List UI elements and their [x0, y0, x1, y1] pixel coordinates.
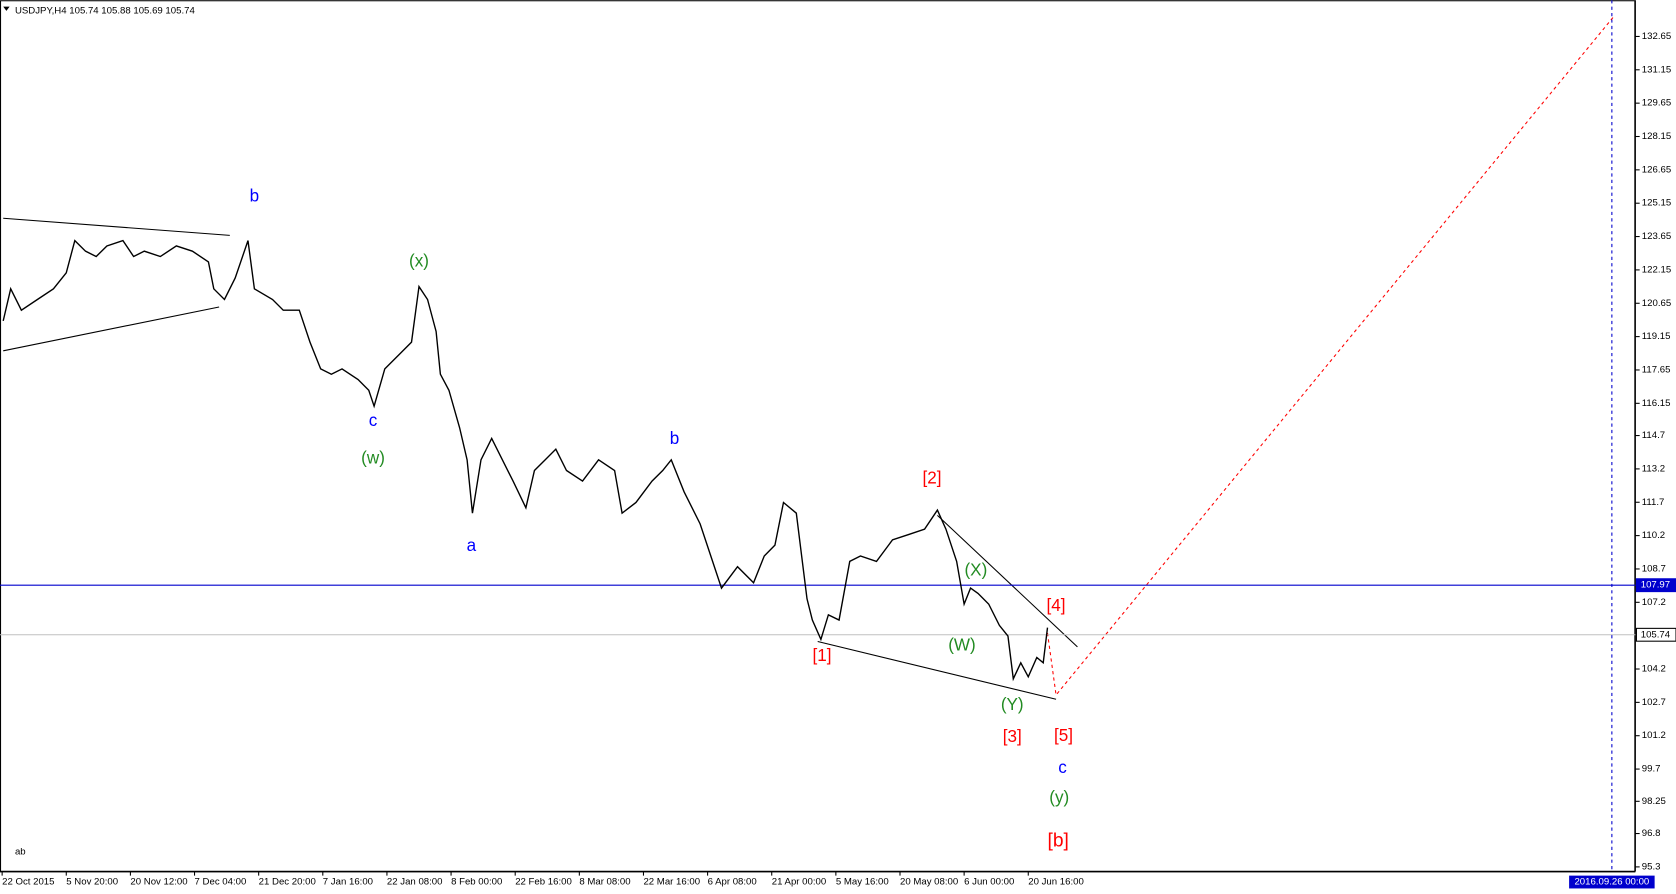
y-tick-label: 101.2: [1642, 730, 1666, 741]
y-tick-label: 128.15: [1642, 131, 1671, 142]
time-label: 2016.09.26 00:00: [1574, 877, 1649, 888]
wave-label: [3]: [1003, 727, 1022, 746]
price-label-box: [1635, 627, 1676, 642]
trend-line: [3, 217, 230, 236]
x-tick-label: 6 Apr 08:00: [708, 877, 757, 888]
wave-label: [2]: [923, 469, 942, 488]
price-label: 105.74: [1641, 629, 1671, 640]
corner-text: ab: [15, 847, 26, 858]
x-tick-label: 22 Oct 2015: [2, 877, 54, 888]
trend-line: [817, 641, 1057, 700]
y-tick-label: 125.15: [1642, 198, 1671, 209]
wave-label: a: [467, 536, 477, 555]
wave-label: [4]: [1047, 596, 1066, 615]
y-tick-label: 111.7: [1642, 497, 1665, 508]
y-tick-label: 110.2: [1642, 530, 1665, 541]
x-tick-label: 20 Nov 12:00: [130, 877, 187, 888]
wave-label: (w): [361, 448, 385, 467]
x-tick-label: 21 Apr 00:00: [772, 877, 826, 888]
menu-arrow: [3, 6, 10, 11]
y-tick-label: 95.3: [1642, 861, 1661, 872]
wave-label: (y): [1049, 788, 1069, 807]
price-label: 107.97: [1641, 580, 1670, 591]
y-tick-label: 96.8: [1642, 828, 1661, 839]
x-tick-label: 8 Mar 08:00: [579, 877, 630, 888]
y-tick-label: 132.65: [1642, 31, 1671, 42]
drawing-objects: [3, 15, 1615, 700]
x-tick-label: 20 Jun 16:00: [1028, 877, 1084, 888]
x-tick-label: 7 Dec 04:00: [195, 877, 247, 888]
y-tick-label: 120.65: [1642, 298, 1671, 309]
chart-title: USDJPY,H4 105.74 105.88 105.69 105.74: [15, 5, 196, 16]
wave-label: (Y): [1001, 695, 1024, 714]
y-tick-label: 122.15: [1642, 264, 1671, 275]
y-tick-label: 99.7: [1642, 764, 1661, 775]
wave-label: b: [250, 186, 260, 205]
time-label-box: [1569, 875, 1655, 889]
projection-line: [1046, 15, 1615, 697]
x-tick-label: 22 Feb 16:00: [515, 877, 572, 888]
price-line: [2, 239, 1049, 682]
y-tick-label: 123.65: [1642, 231, 1671, 242]
wave-label: c: [1058, 758, 1067, 777]
y-tick-label: 98.25: [1642, 796, 1666, 807]
plot-frame: [0, 0, 1636, 873]
y-tick-label: 114.7: [1642, 430, 1665, 441]
y-tick-label: 116.15: [1642, 398, 1671, 409]
wave-label: [1]: [812, 646, 831, 665]
wave-label: (W): [948, 635, 976, 654]
y-tick-label: 102.7: [1642, 697, 1666, 708]
wave-label: (x): [409, 252, 429, 271]
wave-label: (X): [964, 561, 987, 580]
price-label-box: [1635, 578, 1676, 593]
y-tick-label: 119.15: [1642, 331, 1671, 342]
y-tick-label: 108.7: [1642, 563, 1666, 574]
x-tick-label: 5 Nov 20:00: [66, 877, 118, 888]
wave-label: [5]: [1054, 726, 1073, 745]
y-tick-label: 113.2: [1642, 463, 1665, 474]
x-tick-label: 22 Mar 16:00: [643, 877, 700, 888]
y-tick-label: 126.65: [1642, 164, 1671, 175]
wave-label: c: [369, 411, 378, 430]
x-tick-label: 6 Jun 00:00: [964, 877, 1014, 888]
y-tick-label: 131.15: [1642, 64, 1671, 75]
x-tick-label: 8 Feb 00:00: [451, 877, 502, 888]
y-tick-label: 107.2: [1642, 597, 1666, 608]
x-tick-label: 5 May 16:00: [836, 877, 889, 888]
x-tick-label: 7 Jan 16:00: [323, 877, 373, 888]
trend-line: [937, 515, 1078, 648]
x-tick-label: 20 May 08:00: [900, 877, 958, 888]
trend-line: [3, 306, 220, 352]
y-tick-label: 129.65: [1642, 98, 1671, 109]
y-tick-label: 117.65: [1642, 364, 1671, 375]
x-tick-label: 21 Dec 20:00: [259, 877, 316, 888]
wave-label: b: [670, 429, 680, 448]
y-tick-label: 104.2: [1642, 664, 1666, 675]
x-tick-label: 22 Jan 08:00: [387, 877, 443, 888]
wave-label: [b]: [1048, 830, 1069, 851]
